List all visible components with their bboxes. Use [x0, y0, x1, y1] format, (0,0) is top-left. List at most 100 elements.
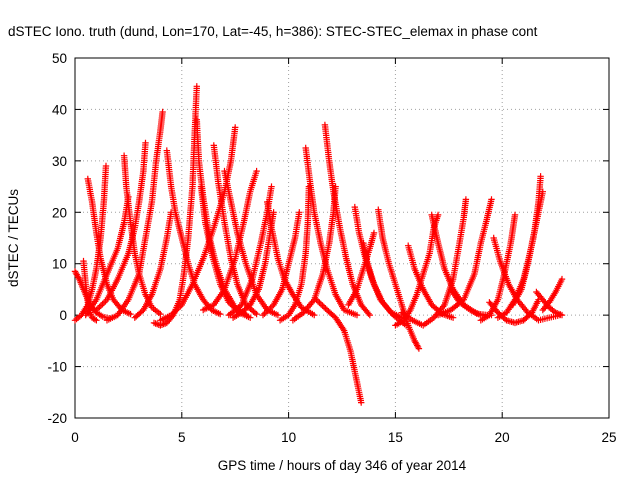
- x-tick-label: 25: [601, 430, 616, 445]
- data-point: [558, 275, 566, 283]
- data-series-19: [221, 167, 282, 319]
- data-point: [172, 307, 179, 314]
- chart-title: dSTEC Iono. truth (dund, Lon=170, Lat=-4…: [8, 24, 538, 39]
- data-point: [370, 229, 378, 237]
- data-point: [296, 209, 303, 216]
- data-point: [154, 320, 161, 328]
- data-series-6: [93, 139, 149, 314]
- data-point: [100, 299, 108, 306]
- y-tick-label: 40: [52, 102, 67, 117]
- data-point: [366, 311, 373, 319]
- data-series-9: [131, 209, 175, 321]
- x-tick-label: 10: [281, 430, 296, 445]
- x-tick-labels: 0 5 10 15 20 25: [71, 430, 616, 445]
- data-point: [415, 345, 423, 352]
- y-tick-label: 10: [52, 257, 67, 272]
- data-point: [177, 303, 184, 310]
- x-tick-label: 5: [178, 430, 186, 445]
- y-tick-label: 20: [52, 205, 67, 220]
- data-series-20: [259, 209, 303, 319]
- gridlines: [75, 58, 609, 418]
- data-point: [232, 124, 239, 131]
- data-point: [253, 167, 260, 175]
- data-point: [99, 300, 106, 308]
- data-point: [93, 306, 100, 314]
- data-point: [193, 83, 200, 90]
- data-point: [267, 304, 274, 311]
- data-point: [93, 317, 100, 324]
- data-series-11: [163, 147, 224, 318]
- y-axis-label: dSTEC / TECUs: [6, 189, 21, 287]
- data-point: [174, 306, 181, 313]
- data-series-30: [375, 206, 423, 352]
- data-points: [71, 83, 566, 406]
- data-point: [511, 211, 519, 219]
- y-tick-label: 30: [52, 154, 67, 169]
- data-point: [75, 274, 82, 281]
- data-point: [217, 310, 224, 318]
- y-tick-label: -20: [47, 411, 67, 426]
- data-point: [319, 302, 326, 309]
- data-point: [261, 310, 268, 317]
- data-point: [94, 305, 102, 312]
- data-point: [96, 303, 103, 311]
- data-series-43: [539, 275, 566, 314]
- y-tick-labels: -20 -10 0 10 20 30 40 50: [47, 51, 67, 426]
- data-series-41: [477, 211, 519, 324]
- data-point: [253, 310, 260, 318]
- axis-ticks: [74, 57, 610, 419]
- data-point: [322, 305, 329, 312]
- x-tick-label: 0: [71, 430, 79, 445]
- data-point: [462, 196, 470, 203]
- data-series-7: [120, 152, 164, 318]
- data-point: [434, 211, 442, 219]
- y-tick-label: 0: [59, 308, 67, 323]
- data-series-26: [313, 296, 365, 406]
- data-point: [91, 316, 99, 323]
- data-point: [247, 314, 254, 321]
- data-point: [225, 299, 232, 306]
- x-tick-label: 20: [495, 430, 510, 445]
- data-point: [320, 303, 328, 311]
- data-point: [259, 311, 267, 319]
- data-series-4: [84, 175, 134, 318]
- plot-frame: [74, 57, 610, 419]
- data-series-36: [434, 196, 495, 319]
- data-point: [537, 173, 544, 180]
- y-tick-label: -10: [47, 360, 67, 375]
- data-point: [157, 310, 164, 318]
- data-point: [488, 196, 495, 203]
- data-point: [102, 298, 109, 305]
- data-point: [268, 183, 275, 190]
- data-point: [353, 311, 361, 319]
- y-tick-label: 50: [52, 51, 67, 66]
- data-point: [167, 311, 175, 319]
- data-point: [97, 302, 105, 309]
- data-point: [539, 188, 546, 195]
- data-point: [171, 309, 178, 316]
- x-axis-label: GPS time / hours of day 346 of year 2014: [218, 458, 467, 473]
- data-point: [159, 108, 166, 116]
- data-point: [227, 300, 234, 307]
- data-point: [265, 306, 273, 313]
- data-point: [262, 309, 270, 316]
- data-point: [314, 298, 322, 305]
- x-tick-label: 15: [388, 430, 403, 445]
- data-point: [365, 310, 372, 317]
- data-series-22: [276, 183, 313, 324]
- data-series-39: [509, 173, 544, 309]
- data-point: [313, 296, 320, 303]
- data-point: [316, 299, 323, 306]
- data-point: [317, 300, 325, 308]
- data-point: [358, 399, 365, 406]
- data-point: [102, 162, 110, 170]
- data-point: [558, 311, 566, 319]
- data-series-8: [103, 108, 166, 324]
- data-point: [274, 311, 282, 319]
- data-point: [142, 139, 149, 147]
- data-series-40: [494, 188, 546, 321]
- data-series-33: [398, 196, 470, 329]
- data-point: [311, 311, 318, 319]
- data-point: [449, 314, 457, 321]
